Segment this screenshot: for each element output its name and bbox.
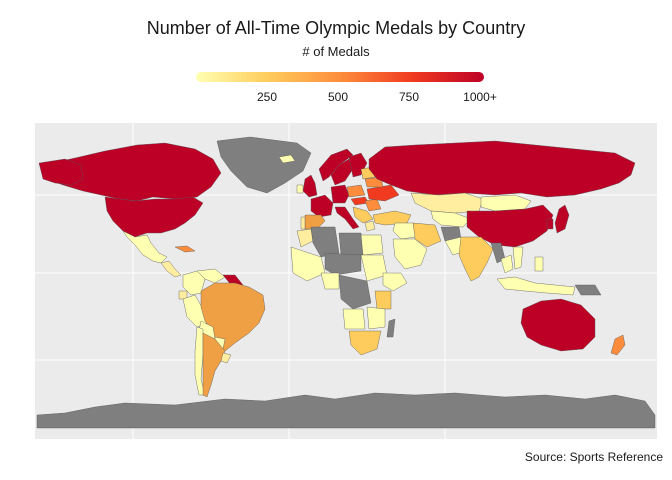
legend-title: # of Medals [302, 44, 370, 59]
country-egypt [360, 234, 384, 256]
country-venezuela [196, 268, 226, 284]
chart-title: Number of All-Time Olympic Medals by Cou… [146, 18, 526, 38]
country-italy [334, 206, 360, 230]
country-germany [330, 184, 350, 204]
country-guyana [222, 274, 244, 286]
world-map [35, 123, 657, 439]
country-philippines [534, 256, 544, 272]
country-portugal [300, 216, 306, 230]
legend-tick-750: 750 [398, 90, 420, 104]
country-japan [554, 204, 570, 234]
country-morocco [296, 228, 314, 248]
legend-tick-1000: 1000+ [463, 90, 497, 104]
source-note: Source: Sports Reference [524, 450, 663, 464]
country-usa [104, 196, 204, 238]
country-kenya [374, 290, 392, 310]
country-new-zealand [610, 334, 626, 356]
country-madagascar [386, 318, 396, 338]
country-central-america [160, 260, 182, 278]
country-india [458, 236, 494, 282]
country-australia [520, 298, 596, 352]
country-niger-chad [324, 252, 362, 276]
country-thailand [500, 254, 514, 274]
country-ethiopia [382, 272, 408, 292]
country-east-africa [366, 306, 386, 330]
country-west-africa [290, 246, 326, 282]
country-ecuador [178, 290, 188, 300]
country-south-korea [546, 218, 554, 230]
country-central-africa [338, 274, 372, 310]
country-angola [342, 308, 366, 330]
country-vietnam [512, 246, 524, 270]
country-poland [346, 184, 366, 198]
country-iraq-syria [392, 222, 416, 240]
country-china [466, 204, 554, 248]
country-romania [364, 198, 382, 212]
country-usa-alaska [38, 158, 84, 186]
country-norway [318, 148, 354, 182]
country-mexico [122, 230, 168, 264]
country-algeria [310, 226, 340, 258]
country-greenland [216, 136, 312, 194]
country-ireland [296, 184, 304, 194]
country-greece [364, 220, 376, 232]
country-argentina [202, 332, 226, 398]
country-russia [368, 140, 636, 198]
country-antarctica [36, 392, 656, 429]
legend-tick-250: 250 [256, 90, 278, 104]
country-central-asia [430, 210, 472, 228]
country-uruguay [220, 352, 232, 364]
country-indonesia [496, 276, 576, 296]
country-libya [338, 232, 364, 256]
country-iceland [278, 154, 296, 164]
legend-tick-500: 500 [327, 90, 349, 104]
country-mongolia [480, 194, 532, 212]
country-kazakhstan [410, 192, 484, 214]
country-canada [42, 142, 222, 202]
country-cuba [174, 245, 196, 253]
country-saudi-arabia [392, 238, 428, 270]
country-balkans [352, 206, 374, 224]
country-france [310, 194, 334, 218]
country-nigeria [320, 272, 340, 290]
country-uk [302, 174, 318, 198]
country-papua [574, 284, 602, 296]
country-ukraine [366, 184, 400, 202]
country-south-africa [348, 330, 382, 356]
legend-color-bar [196, 72, 484, 82]
